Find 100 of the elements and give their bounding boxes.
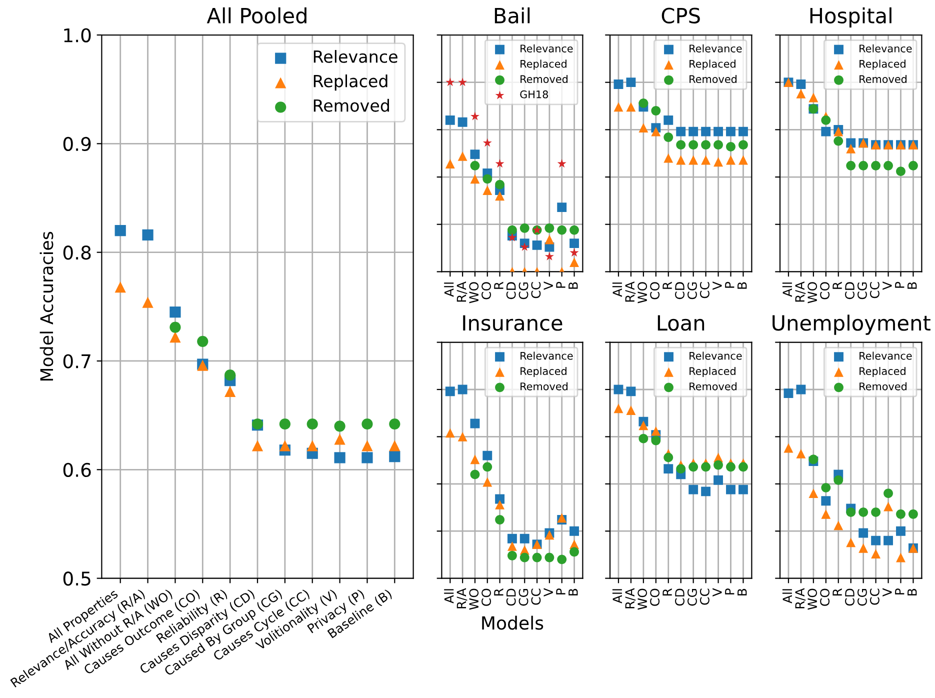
point	[197, 336, 208, 347]
chart-title: Bail	[494, 7, 530, 24]
point	[884, 536, 893, 546]
chart-title: CPS	[662, 8, 700, 24]
legend-label: Replaced	[520, 60, 566, 70]
point	[470, 454, 480, 464]
point	[664, 452, 674, 462]
x-tick-label: B	[908, 282, 917, 289]
point	[846, 507, 856, 517]
x-tick-label: P	[556, 588, 566, 594]
point	[626, 386, 636, 396]
x-tick-label: CG	[687, 282, 697, 300]
point	[470, 112, 480, 120]
point	[389, 418, 400, 430]
point	[701, 140, 711, 150]
point	[279, 440, 290, 452]
legend-label: Removed	[520, 74, 568, 84]
point	[896, 526, 906, 536]
x-tick-label: CD	[675, 588, 684, 606]
point	[557, 202, 567, 212]
point	[279, 418, 290, 430]
point	[170, 306, 181, 318]
point	[614, 404, 624, 414]
x-axis-title: Models	[482, 616, 544, 630]
x-tick-label: CO	[482, 282, 492, 300]
point	[470, 160, 480, 170]
x-tick-label: All	[612, 589, 622, 604]
point	[701, 155, 711, 165]
x-tick-label: All	[444, 282, 454, 297]
x-tick-label: CO	[482, 588, 492, 606]
point	[846, 160, 856, 170]
point	[570, 547, 579, 557]
x-tick-label: WO	[469, 282, 479, 304]
point	[470, 174, 480, 184]
point	[664, 115, 674, 125]
x-tick-label: R	[832, 282, 842, 289]
point	[638, 123, 648, 133]
point	[445, 428, 455, 438]
x-tick-label: CD	[506, 282, 516, 300]
x-tick-label: CD	[845, 282, 854, 300]
x-tick-label: All	[782, 282, 792, 297]
point	[458, 432, 468, 442]
point	[544, 252, 554, 260]
x-tick-label: R/A	[795, 282, 806, 302]
point	[362, 452, 373, 464]
x-tick-label: All	[782, 589, 792, 604]
point	[252, 440, 264, 452]
point	[626, 406, 636, 415]
point	[458, 151, 468, 161]
point	[738, 484, 748, 494]
x-tick-label: CO	[820, 588, 830, 606]
legend-label: Removed	[690, 74, 736, 84]
legend-label: GH18	[520, 90, 548, 98]
legend-label: Relevance	[860, 352, 912, 360]
point	[896, 166, 906, 176]
x-tick-label: CC	[870, 282, 880, 298]
legend-label: Removed	[690, 382, 736, 390]
x-tick-label: WO	[638, 588, 648, 610]
point	[445, 386, 455, 396]
point	[714, 475, 723, 485]
point	[482, 174, 492, 184]
x-tick-label: R/A	[625, 282, 636, 302]
x-tick-label: CG	[857, 282, 867, 300]
point	[114, 282, 126, 293]
x-tick-label: WO	[469, 588, 479, 610]
point	[714, 140, 723, 150]
x-tick-label: R	[494, 282, 504, 289]
point	[846, 138, 856, 148]
point	[626, 78, 636, 88]
point	[701, 486, 711, 496]
point	[796, 384, 806, 394]
x-tick-label: P	[895, 282, 904, 288]
point	[871, 549, 881, 558]
point	[482, 462, 492, 472]
point	[470, 418, 480, 428]
point	[651, 106, 661, 116]
point	[495, 515, 505, 524]
point	[170, 332, 181, 343]
point	[714, 157, 723, 167]
x-tick-label: CG	[687, 589, 697, 606]
y-tick-label: 0.9	[63, 136, 91, 152]
x-tick-label: CG	[857, 589, 867, 606]
x-tick-label: P	[895, 588, 904, 594]
x-tick-label: V	[544, 588, 553, 596]
point	[726, 484, 736, 494]
point	[738, 140, 748, 150]
point	[570, 526, 579, 536]
x-tick-label: CO	[650, 588, 660, 606]
x-tick-label: CC	[531, 588, 541, 605]
point	[834, 520, 844, 530]
point	[334, 420, 346, 432]
point	[664, 153, 674, 163]
point	[470, 150, 480, 160]
x-tick-label: WO	[638, 282, 648, 304]
point	[445, 115, 455, 125]
point	[532, 240, 542, 250]
point	[507, 534, 517, 544]
point	[544, 234, 554, 244]
legend-label: Replaced	[860, 60, 906, 70]
point	[520, 223, 530, 233]
